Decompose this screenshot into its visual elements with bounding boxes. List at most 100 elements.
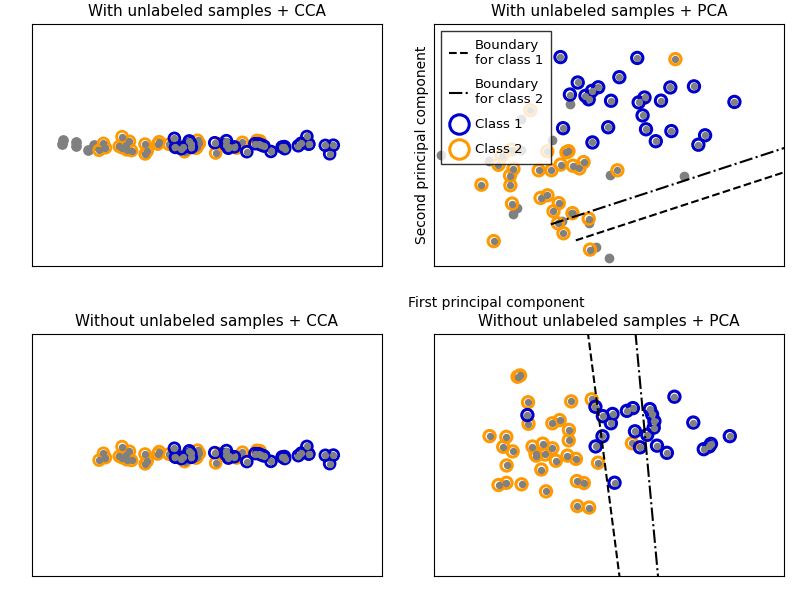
Point — [535, 465, 548, 475]
Point — [138, 149, 151, 159]
Point — [116, 453, 129, 463]
Point — [611, 166, 624, 175]
Point — [500, 461, 513, 470]
Point — [151, 449, 164, 459]
Point — [524, 106, 537, 115]
Point — [223, 142, 236, 151]
Point — [669, 55, 682, 64]
Point — [584, 245, 597, 254]
Point — [184, 139, 197, 148]
Point — [169, 143, 182, 152]
Point — [249, 449, 262, 458]
Point — [540, 487, 553, 496]
Point — [190, 142, 203, 152]
Point — [650, 136, 662, 146]
Point — [560, 148, 573, 157]
Point — [190, 142, 203, 152]
Point — [208, 448, 221, 457]
Point — [223, 452, 236, 461]
Point — [582, 214, 595, 223]
Point — [602, 122, 614, 132]
Point — [526, 442, 539, 451]
Point — [323, 149, 336, 158]
Point — [169, 452, 182, 462]
Point — [166, 451, 179, 460]
Point — [190, 454, 202, 463]
Point — [250, 136, 263, 145]
Point — [497, 442, 510, 452]
Point — [562, 425, 575, 434]
Point — [126, 455, 138, 465]
Point — [521, 410, 534, 420]
Point — [162, 139, 175, 149]
Point — [511, 372, 524, 382]
Point — [500, 432, 513, 442]
Point — [705, 439, 718, 449]
Point — [687, 418, 700, 427]
Point — [295, 448, 308, 458]
Point — [178, 147, 191, 157]
Point — [185, 143, 198, 152]
Point — [636, 110, 649, 120]
Point — [214, 139, 226, 148]
Point — [492, 480, 505, 490]
Point — [540, 487, 553, 496]
Point — [626, 403, 639, 413]
Point — [698, 445, 710, 454]
Point — [250, 136, 263, 145]
Point — [302, 139, 315, 149]
Point — [258, 142, 270, 151]
Point — [603, 170, 616, 179]
Point — [668, 392, 681, 401]
Point — [138, 139, 151, 149]
Point — [236, 448, 249, 457]
Point — [222, 452, 235, 461]
Title: Without unlabeled samples + PCA: Without unlabeled samples + PCA — [478, 314, 740, 329]
Point — [123, 446, 136, 456]
Point — [168, 134, 181, 143]
Point — [621, 406, 634, 416]
Point — [254, 446, 266, 455]
Point — [319, 140, 332, 150]
Point — [687, 82, 700, 91]
Point — [190, 452, 203, 462]
Point — [547, 206, 560, 216]
Point — [514, 145, 527, 155]
Point — [564, 99, 577, 109]
Point — [116, 453, 129, 463]
Point — [222, 143, 234, 153]
Point — [123, 137, 136, 146]
Point — [258, 142, 270, 151]
Point — [252, 139, 265, 149]
Point — [582, 503, 595, 512]
Point — [241, 147, 254, 157]
Point — [703, 442, 716, 451]
Point — [120, 140, 133, 150]
Point — [116, 143, 129, 152]
Point — [301, 442, 314, 451]
Point — [646, 410, 658, 419]
Point — [554, 415, 566, 425]
Point — [138, 139, 151, 149]
Point — [648, 416, 661, 426]
Point — [219, 450, 232, 460]
Point — [606, 409, 619, 419]
Point — [573, 164, 586, 173]
Point — [492, 160, 505, 170]
Point — [561, 451, 574, 460]
Point — [541, 146, 554, 156]
Point — [552, 199, 565, 208]
Point — [113, 451, 126, 461]
Point — [219, 450, 232, 460]
Point — [495, 151, 508, 160]
Point — [126, 146, 138, 155]
Point — [589, 402, 602, 412]
Point — [530, 451, 542, 460]
Point — [640, 124, 653, 134]
Point — [482, 156, 495, 166]
Point — [505, 145, 518, 154]
Point — [177, 452, 190, 461]
Point — [504, 181, 517, 190]
Point — [579, 91, 592, 101]
Point — [228, 142, 241, 152]
